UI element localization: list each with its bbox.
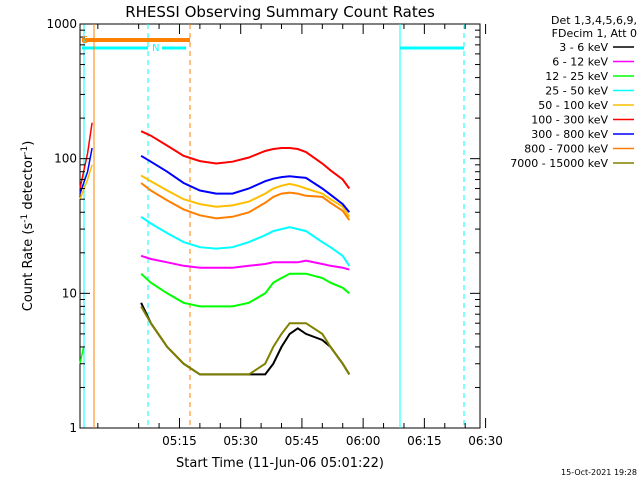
legend-header-line1: Det 1,3,4,5,6,9, [551, 14, 637, 27]
legend-label: 12 - 25 keV [545, 70, 608, 83]
legend-header-line2: FDecim 1, Att 0 [552, 27, 637, 40]
series-line-2 [140, 254, 350, 271]
x-tick-label: 06:00 [346, 434, 381, 448]
series-line-7 [140, 154, 351, 213]
x-tick-label: 05:45 [285, 434, 320, 448]
y-tick-label: 100 [54, 152, 77, 166]
s-annotation-label: S [82, 35, 88, 46]
series-line-8 [140, 182, 351, 221]
legend-label: 800 - 7000 keV [524, 143, 608, 156]
series-layer [79, 122, 351, 376]
legend-label: 7000 - 15000 keV [510, 157, 608, 170]
series-line-3 [140, 272, 350, 308]
early-spike-2 [79, 147, 93, 194]
y-tick-label: 1 [69, 421, 77, 435]
y-axis-label: Count Rate (s-1 detector-1) [20, 141, 36, 312]
x-tick-label: 06:15 [407, 434, 442, 448]
legend-label: 25 - 50 keV [545, 85, 608, 98]
timestamp: 15-Oct-2021 19:28 [561, 468, 637, 477]
legend-label: 300 - 800 keV [531, 128, 608, 141]
annotation-markers [82, 24, 465, 428]
early-spike-3 [79, 164, 93, 200]
legend-label: 100 - 300 keV [531, 114, 608, 127]
x-axis-label: Start Time (11-Jun-06 05:01:22) [176, 456, 384, 471]
y-tick-label: 10 [62, 286, 77, 300]
y-tick-label: 1000 [46, 17, 77, 31]
x-tick-label: 05:30 [223, 434, 258, 448]
chart-title: RHESSI Observing Summary Count Rates [125, 3, 435, 21]
x-tick-label: 06:30 [468, 434, 503, 448]
early-spike-4 [79, 346, 85, 364]
series-line-4 [140, 215, 351, 267]
legend-label: 50 - 100 keV [538, 99, 608, 112]
series-line-9 [140, 305, 351, 376]
legend-label: 3 - 6 keV [559, 41, 608, 54]
series-line-6 [140, 130, 351, 190]
axis-ticks: 1 10 100 1000 05:15 05:30 05:45 06:00 06:15 06:30 [46, 17, 502, 448]
series-line-5 [140, 174, 351, 218]
legend: Det 1,3,4,5,6,9, FDecim 1, Att 0 3 - 6 k… [510, 14, 637, 170]
plot-frame [79, 23, 481, 429]
n-annotation-label: N [152, 43, 159, 54]
legend-label: 6 - 12 keV [552, 56, 608, 69]
early-spike-1 [79, 122, 93, 189]
x-tick-label: 05:15 [162, 434, 197, 448]
